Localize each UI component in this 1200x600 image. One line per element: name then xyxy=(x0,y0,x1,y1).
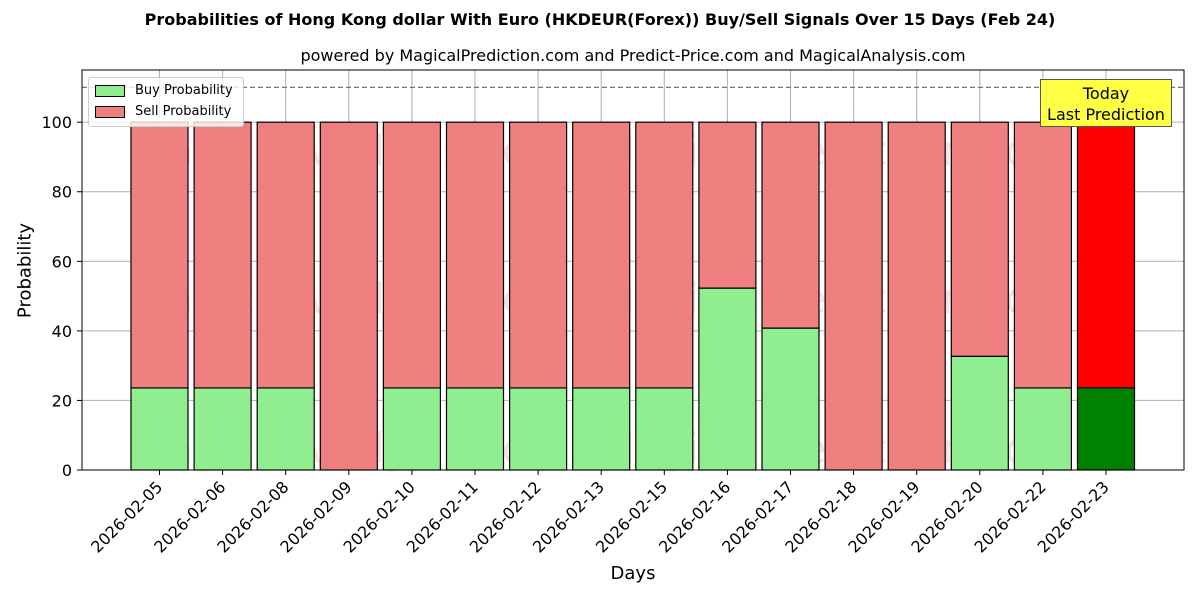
buy-bar xyxy=(445,387,505,471)
chart-subtitle: powered by MagicalPrediction.com and Pre… xyxy=(300,46,966,65)
legend: Buy Probability Sell Probability xyxy=(88,77,244,127)
buy-bar xyxy=(950,355,1009,471)
today-label: Today xyxy=(1082,84,1130,103)
buy-bar xyxy=(572,387,631,471)
sell-bar xyxy=(382,121,441,389)
sell-bar xyxy=(572,121,631,389)
sell-bar xyxy=(509,121,568,389)
y-tick-label: 60 xyxy=(52,252,72,271)
sell-bar xyxy=(887,121,946,471)
sell-bar xyxy=(193,121,252,389)
y-tick-label: 80 xyxy=(52,183,72,202)
sell-bar xyxy=(1013,121,1073,389)
sell-bar xyxy=(698,121,757,289)
plot-frame xyxy=(81,69,1185,471)
sell-bar xyxy=(130,121,189,389)
y-tick-label: 20 xyxy=(52,391,72,410)
legend-item-buy: Buy Probability xyxy=(95,83,233,98)
sell-bar xyxy=(761,121,820,329)
sell-bar xyxy=(824,121,883,471)
sell-bar xyxy=(319,121,378,471)
buy-bar xyxy=(1076,387,1136,471)
buy-bar xyxy=(130,387,189,471)
legend-item-sell: Sell Probability xyxy=(95,104,231,119)
sell-bar xyxy=(1076,121,1136,389)
sell-bar xyxy=(950,121,1009,357)
buy-bar xyxy=(698,287,757,471)
y-tick-label: 0 xyxy=(62,461,72,480)
buy-bar xyxy=(509,387,568,471)
sell-swatch xyxy=(95,105,125,118)
buy-bar xyxy=(761,327,820,471)
buy-bar xyxy=(256,387,315,471)
buy-bar xyxy=(382,387,441,471)
legend-sell-label: Sell Probability xyxy=(135,104,232,119)
y-axis-label: Probability xyxy=(14,222,36,319)
chart-title: Probabilities of Hong Kong dollar With E… xyxy=(144,10,1056,29)
y-tick-label: 100 xyxy=(41,113,72,132)
today-annotation: Today Last Prediction xyxy=(1040,79,1172,127)
buy-bar xyxy=(635,387,694,471)
buy-bar xyxy=(193,387,252,471)
x-axis-label: Days xyxy=(610,563,656,584)
legend-buy-label: Buy Probability xyxy=(135,83,233,98)
buy-bar xyxy=(1013,387,1073,471)
sell-bar xyxy=(445,121,505,389)
last-prediction-label: Last Prediction xyxy=(1047,105,1165,124)
sell-bar xyxy=(635,121,694,389)
sell-bar xyxy=(256,121,315,389)
y-tick-label: 40 xyxy=(52,322,72,341)
buy-swatch xyxy=(95,84,125,97)
